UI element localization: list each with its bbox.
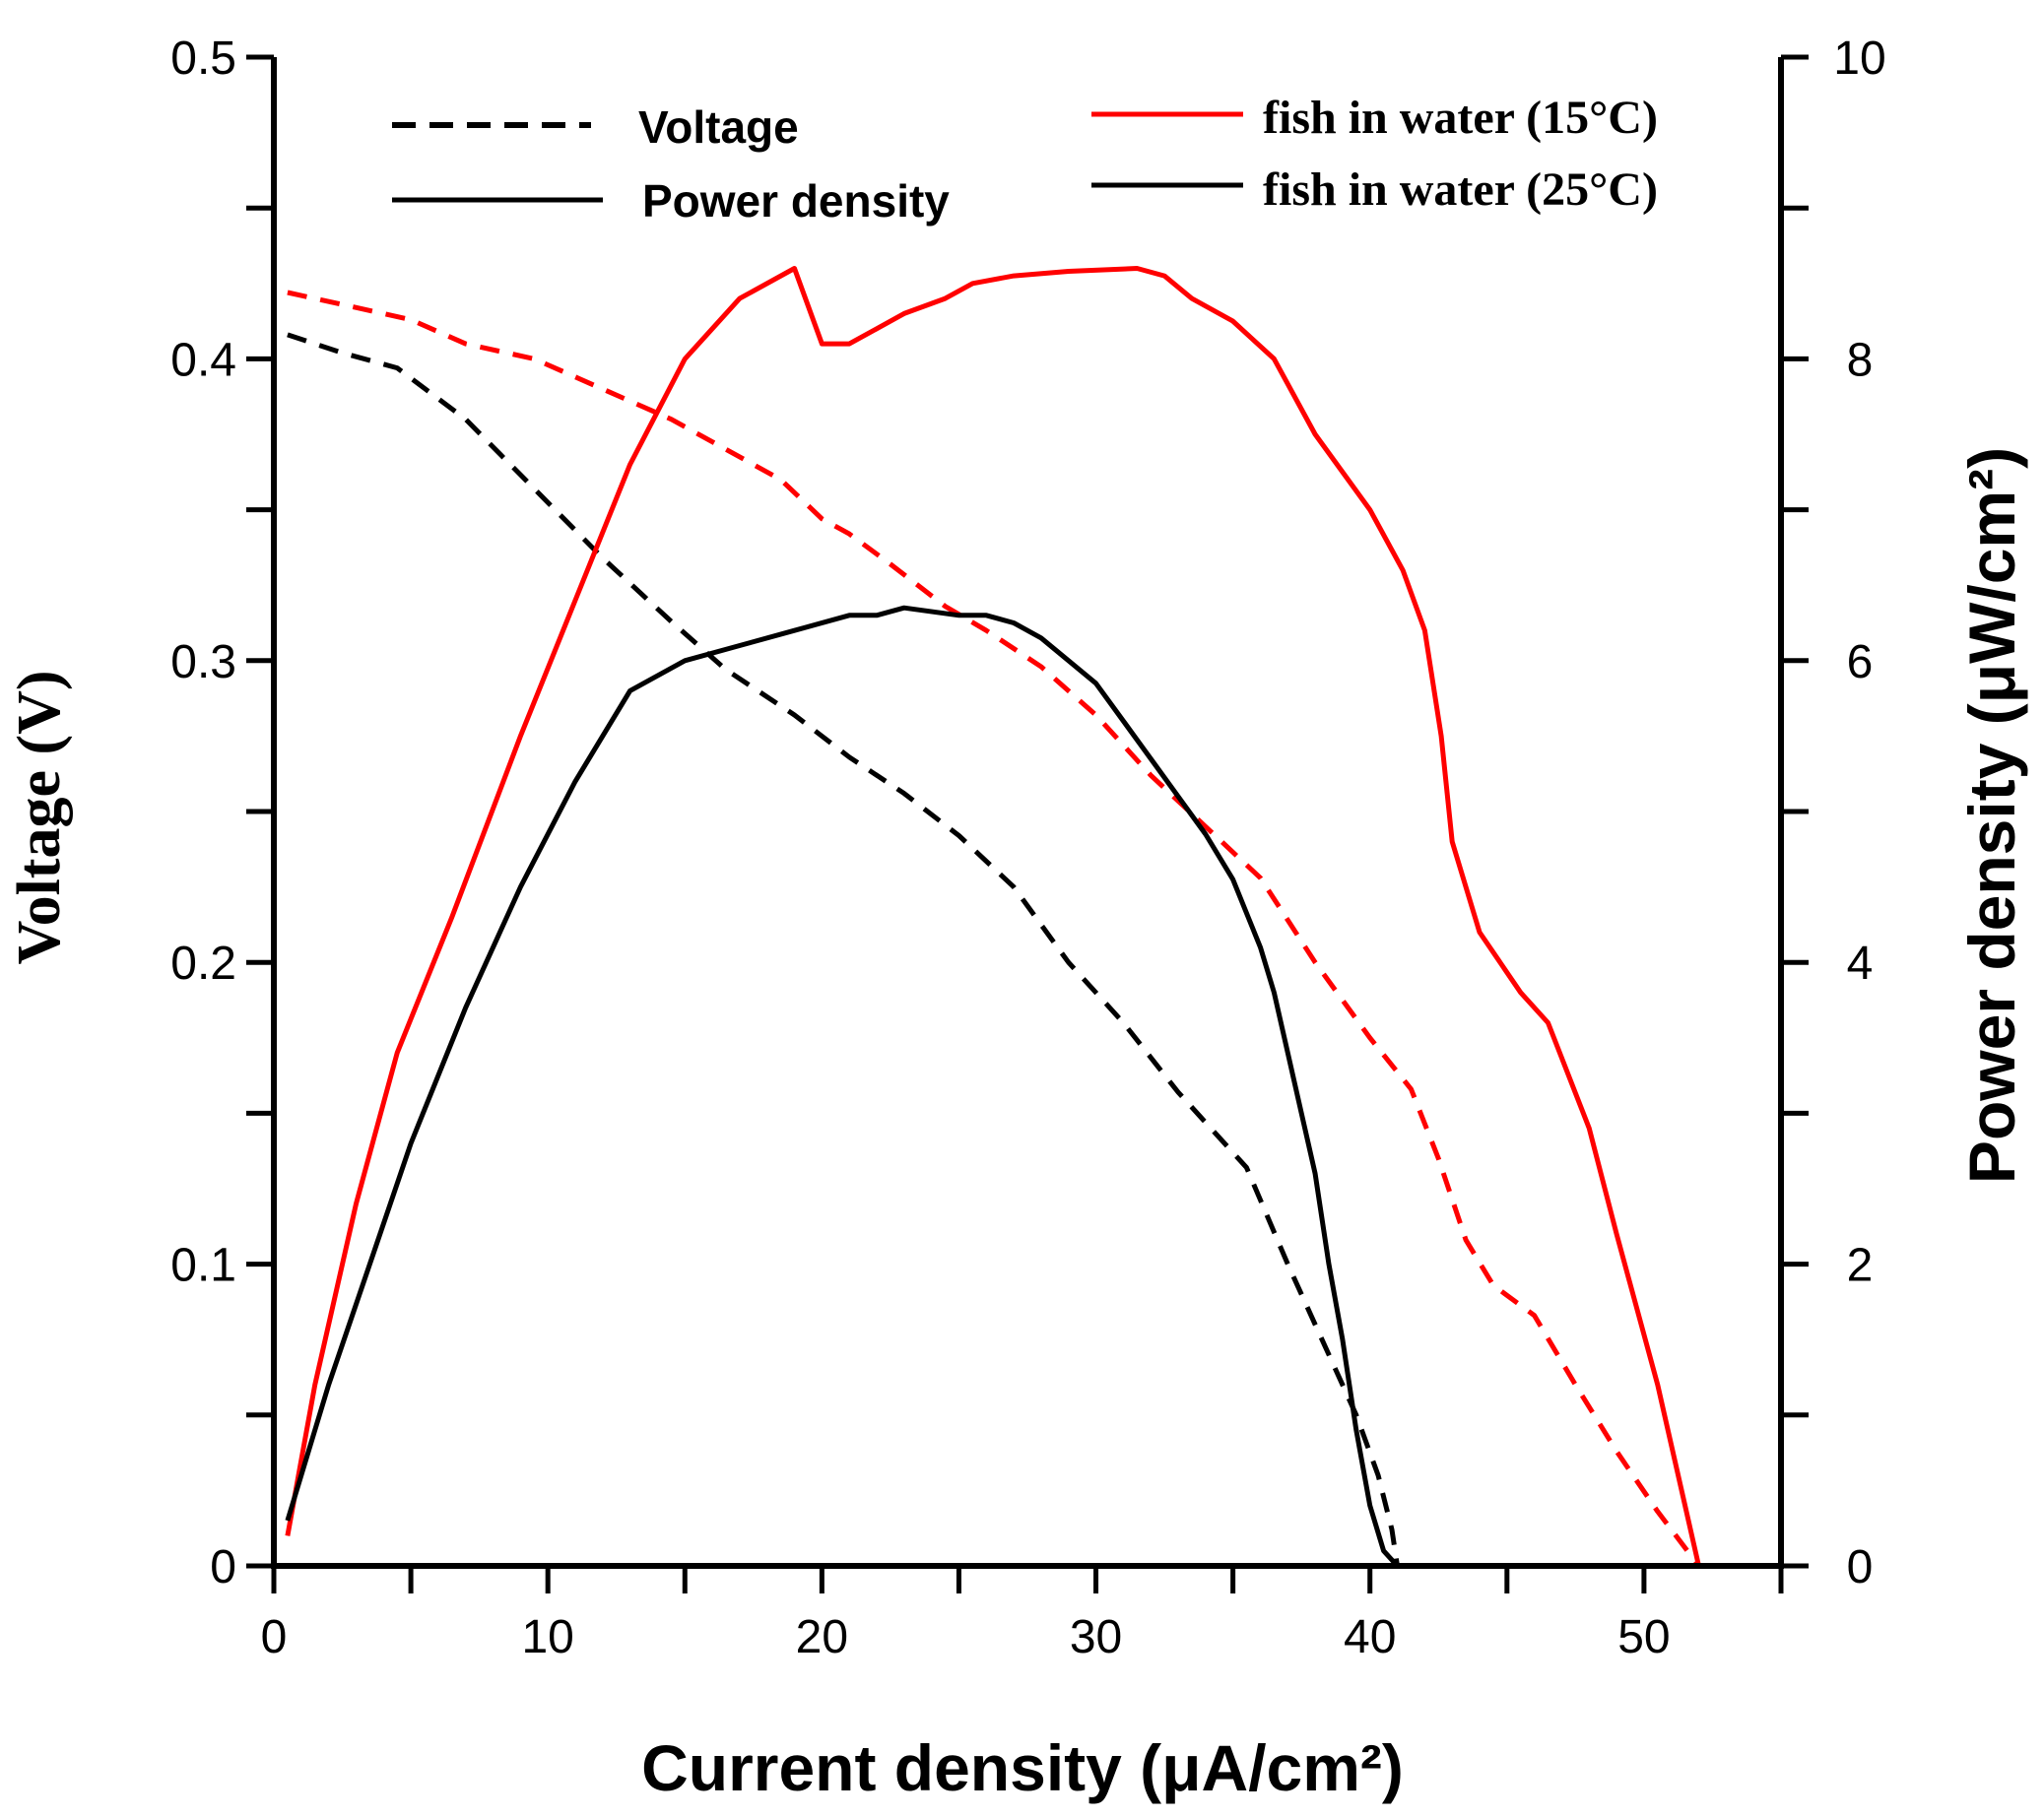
series-line-voltage-15c [287, 290, 1701, 1568]
x-tick-label: 40 [1344, 1611, 1396, 1663]
legend-line-style: Voltage Power density [392, 101, 950, 227]
series-line-power-density-15c [285, 266, 1701, 1567]
x-tick-label: 30 [1070, 1611, 1122, 1663]
legend-condition: fish in water (15°C) fish in water (25°C… [1091, 92, 1658, 216]
right-y-axis-title: Power density (μW/cm²) [1955, 447, 2028, 1184]
right-y-tick-label: 8 [1847, 334, 1874, 386]
left-y-tick-label: 0.4 [170, 334, 236, 386]
legend-voltage-label: Voltage [638, 101, 799, 153]
series-line-voltage-25c [287, 332, 1400, 1567]
left-y-tick-label: 0 [210, 1541, 236, 1593]
right-y-tick-label: 4 [1847, 938, 1874, 990]
axes-layer: 0 10 20 30 40 50 0 0.1 0.2 0.3 0.4 0.5 0 2 4 6 8 10 [170, 32, 1885, 1663]
right-y-tick-label: 6 [1847, 636, 1874, 688]
right-y-tick-label: 10 [1833, 32, 1885, 85]
x-tick-label: 0 [261, 1611, 288, 1663]
left-y-tick-label: 0.1 [170, 1240, 236, 1292]
left-y-tick-label: 0.5 [170, 32, 236, 85]
right-y-tick-label: 0 [1847, 1541, 1874, 1593]
legend-25c-label: fish in water (25°C) [1263, 163, 1658, 216]
series-line-power-density-25c [285, 605, 1400, 1568]
series-layer [285, 266, 1701, 1568]
left-y-tick-label: 0.2 [170, 938, 236, 990]
x-tick-label: 50 [1617, 1611, 1670, 1663]
left-y-axis-title: Voltage (V) [6, 670, 73, 964]
legend-15c-label: fish in water (15°C) [1263, 92, 1658, 144]
x-tick-label: 20 [796, 1611, 848, 1663]
x-tick-label: 10 [521, 1611, 573, 1663]
legend-power-density-label: Power density [642, 175, 950, 227]
left-y-tick-label: 0.3 [170, 636, 236, 688]
right-y-tick-label: 2 [1847, 1240, 1874, 1292]
x-axis-title: Current density (μA/cm²) [641, 1731, 1404, 1804]
